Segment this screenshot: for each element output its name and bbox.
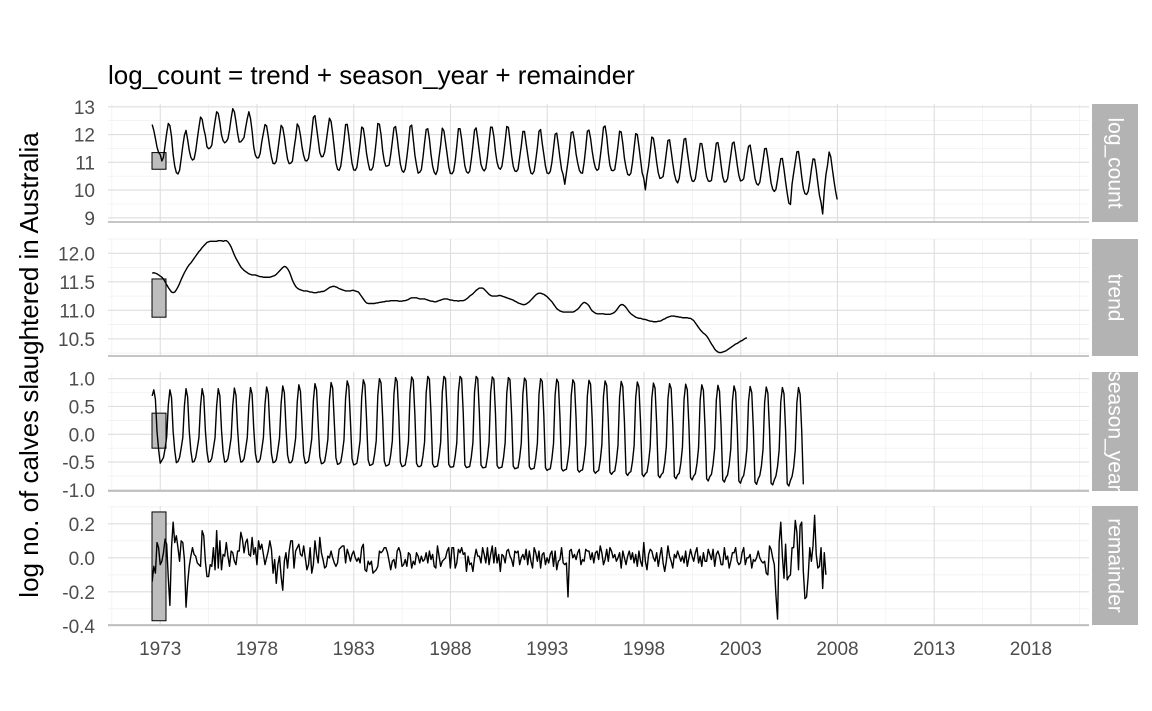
y-tick-label: 0.0	[69, 425, 95, 446]
facet-strip-background	[1092, 506, 1138, 625]
y-tick-label: 11.5	[59, 273, 95, 294]
x-tick-label: 2003	[720, 639, 762, 660]
series-line-remainder	[151, 514, 827, 620]
y-tick-label: 12.0	[58, 244, 95, 265]
facet-strip-label: remainder	[1104, 518, 1127, 613]
series-line-season-year	[151, 375, 805, 487]
x-tick-label: 2013	[913, 639, 955, 660]
y-tick-label: 10	[74, 181, 95, 202]
y-tick-label: 11.0	[59, 301, 95, 322]
x-tick-label: 1988	[429, 639, 471, 660]
panel-remainder: -0.4 -0.2 0.0 0.2 remainder	[62, 506, 1138, 638]
chart-title: log_count = trend + season_year + remain…	[108, 60, 635, 90]
facet-strip-label: log_count	[1104, 117, 1127, 208]
scale-bar	[151, 278, 167, 318]
facet-strip-background	[1092, 239, 1138, 356]
scale-bar	[151, 511, 167, 622]
series-line-log-count	[151, 108, 838, 215]
facet-strip: remainder	[1092, 506, 1138, 625]
facet-strip: season_year	[1092, 371, 1138, 492]
panel-trend: 10.5 11.0 11.5 12.0 trend	[58, 238, 1138, 357]
y-tick-label: -0.4	[62, 617, 95, 638]
y-tick-label: 1.0	[69, 370, 95, 391]
y-tick-label: 0.5	[69, 397, 95, 418]
y-tick-label: 0.0	[69, 549, 95, 570]
facet-strip-background	[1092, 372, 1138, 491]
facet-strip: trend	[1092, 239, 1138, 356]
facet-strip-label: trend	[1104, 274, 1127, 322]
y-tick-label: -0.2	[62, 583, 95, 604]
y-tick-label: 12	[74, 126, 95, 147]
y-tick-label: -1.0	[62, 481, 95, 502]
x-tick-label: 1993	[526, 639, 568, 660]
y-tick-label: 11	[75, 153, 95, 174]
x-tick-label: 1998	[623, 639, 665, 660]
facet-strip-label: season_year	[1104, 371, 1127, 491]
y-tick-label: 10.5	[58, 330, 95, 351]
x-tick-label: 2018	[1010, 639, 1052, 660]
x-tick-label: 1978	[236, 639, 278, 660]
x-tick-label: 2008	[816, 639, 858, 660]
panel-log-count: 9 10 11 12 13 log_count	[74, 98, 1138, 230]
facet-strip-background	[1092, 104, 1138, 222]
x-tick-label: 1983	[333, 639, 375, 660]
y-tick-label: 9	[84, 209, 95, 230]
x-tick-label: 1973	[139, 639, 181, 660]
y-tick-label: 0.2	[69, 515, 95, 536]
panel-season-year: -1.0 -0.5 0.0 0.5 1.0 season_year	[62, 370, 1138, 502]
x-axis: 1973 1978 1983 1988 1993 1998 2003 2008 2013 2018	[139, 639, 1052, 660]
y-axis-label: log no. of calves slaughtered in Austral…	[14, 132, 44, 598]
facet-strip: log_count	[1092, 104, 1138, 222]
series-line-trend	[151, 240, 748, 354]
y-tick-label: -0.5	[62, 453, 95, 474]
y-tick-label: 13	[74, 98, 95, 119]
scale-bar	[151, 412, 167, 449]
panels: 9 10 11 12 13 log_count 10.5 11.0 11.5 12.0 trend -…	[58, 98, 1138, 638]
